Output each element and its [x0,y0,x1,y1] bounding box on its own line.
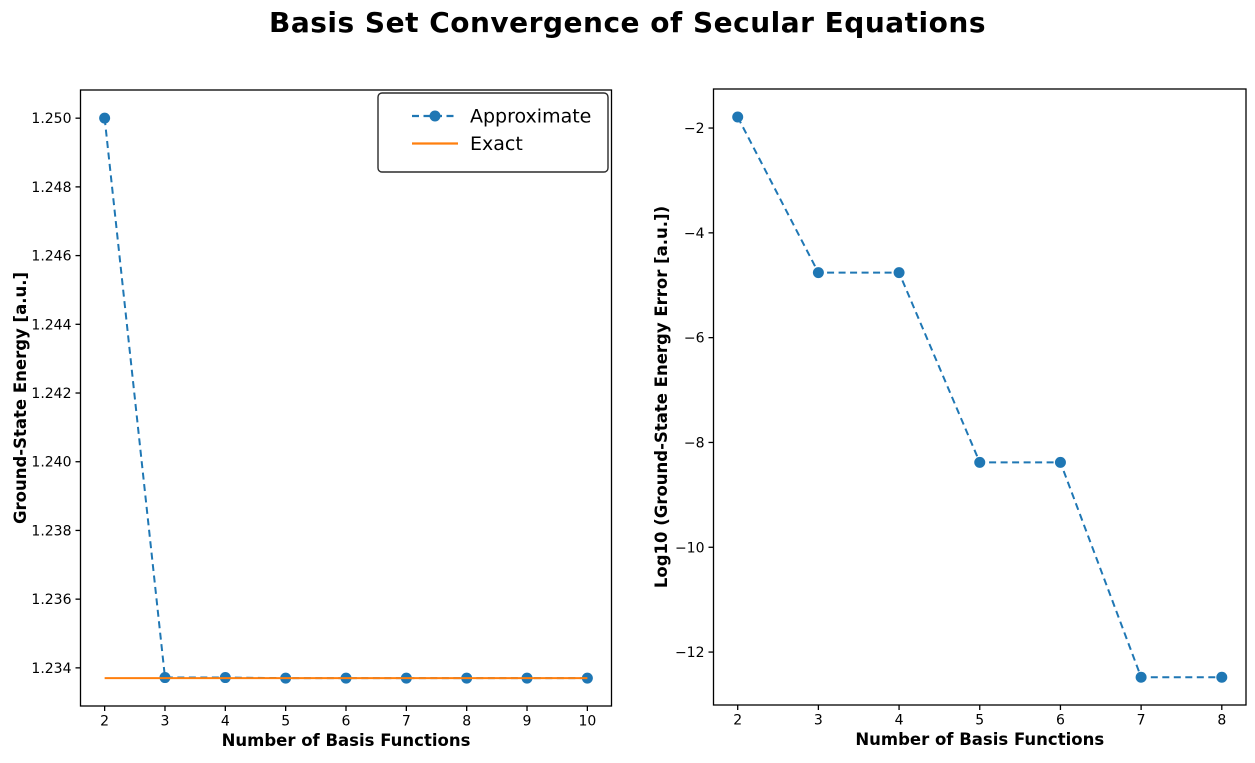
x-tick-label: 6 [1056,713,1065,729]
x-axis-label: Number of Basis Functions [222,731,471,750]
approximate-data-point [99,112,111,124]
x-tick-label: 10 [578,714,596,730]
x-tick-label: 2 [733,713,742,729]
x-tick-label: 7 [1137,713,1146,729]
y-tick-label: −2 [684,121,705,137]
axes-frame [712,88,1247,706]
x-tick-label: 6 [342,714,351,730]
x-tick-label: 4 [895,713,904,729]
chart-ground-state-energy-svg: 2 3 4 5 6 7 8 9 10 1.234 1.236 1.238 1.240 1.242 1.244… [11,89,613,750]
y-tick-label: 1.250 [31,111,71,127]
approximate-series-line [103,118,588,680]
chart-log-error-svg: 2 3 4 5 6 7 8 −12 −10 −8 −6 −4 −2 Number of Basis Fun… [652,88,1247,749]
approximate-data-point [893,267,905,279]
y-axis-label: Log10 (Ground-State Energy Error [a.u.]) [652,206,671,588]
legend-sample-marker [429,110,441,122]
axes-frame [79,89,613,707]
approximate-data-point [974,456,986,468]
x-axis-label: Number of Basis Functions [855,730,1104,749]
chart-ground-state-energy: 2 3 4 5 6 7 8 9 10 1.234 1.236 1.238 1.240 1.242 1.244… [11,89,613,750]
y-tick-label: −4 [684,226,705,242]
x-tick-label: 3 [161,714,170,730]
x-tick-label: 2 [100,714,109,730]
y-axis-label: Ground-State Energy [a.u.] [11,272,30,524]
approximate-data-point [732,111,744,123]
y-tick-label: −8 [684,435,705,451]
y-tick-label: −6 [684,331,705,347]
legend-entry-label: Approximate [470,106,591,128]
x-tick-label: 7 [402,714,411,730]
y-tick-label: −12 [675,645,705,661]
x-tick-label: 4 [221,714,230,730]
figure-title: Basis Set Convergence of Secular Equatio… [269,6,986,39]
legend-entry-label: Exact [470,133,523,155]
approximate-data-point [1216,671,1228,683]
approximate-data-point [1135,671,1147,683]
y-tick-label: 1.244 [31,317,71,333]
y-tick-label: 1.246 [31,249,71,265]
x-tick-label: 8 [462,714,471,730]
y-tick-label: 1.234 [31,661,71,677]
y-tick-label: 1.238 [31,523,71,539]
y-tick-label: −10 [675,540,705,556]
y-tick-label: 1.236 [31,592,71,608]
approximate-series-line [736,116,1222,679]
chart-log-error: 2 3 4 5 6 7 8 −12 −10 −8 −6 −4 −2 Number of Basis Fun… [640,0,1255,763]
x-tick-label: 5 [975,713,984,729]
y-tick-label: 1.240 [31,455,71,471]
y-tick-label: 1.242 [31,386,71,402]
x-tick-label: 8 [1217,713,1226,729]
approximate-data-point [1054,456,1066,468]
y-tick-label: 1.248 [31,180,71,196]
x-tick-label: 5 [281,714,290,730]
x-tick-label: 9 [523,714,532,730]
approximate-data-point [812,267,824,279]
x-tick-label: 3 [814,713,823,729]
